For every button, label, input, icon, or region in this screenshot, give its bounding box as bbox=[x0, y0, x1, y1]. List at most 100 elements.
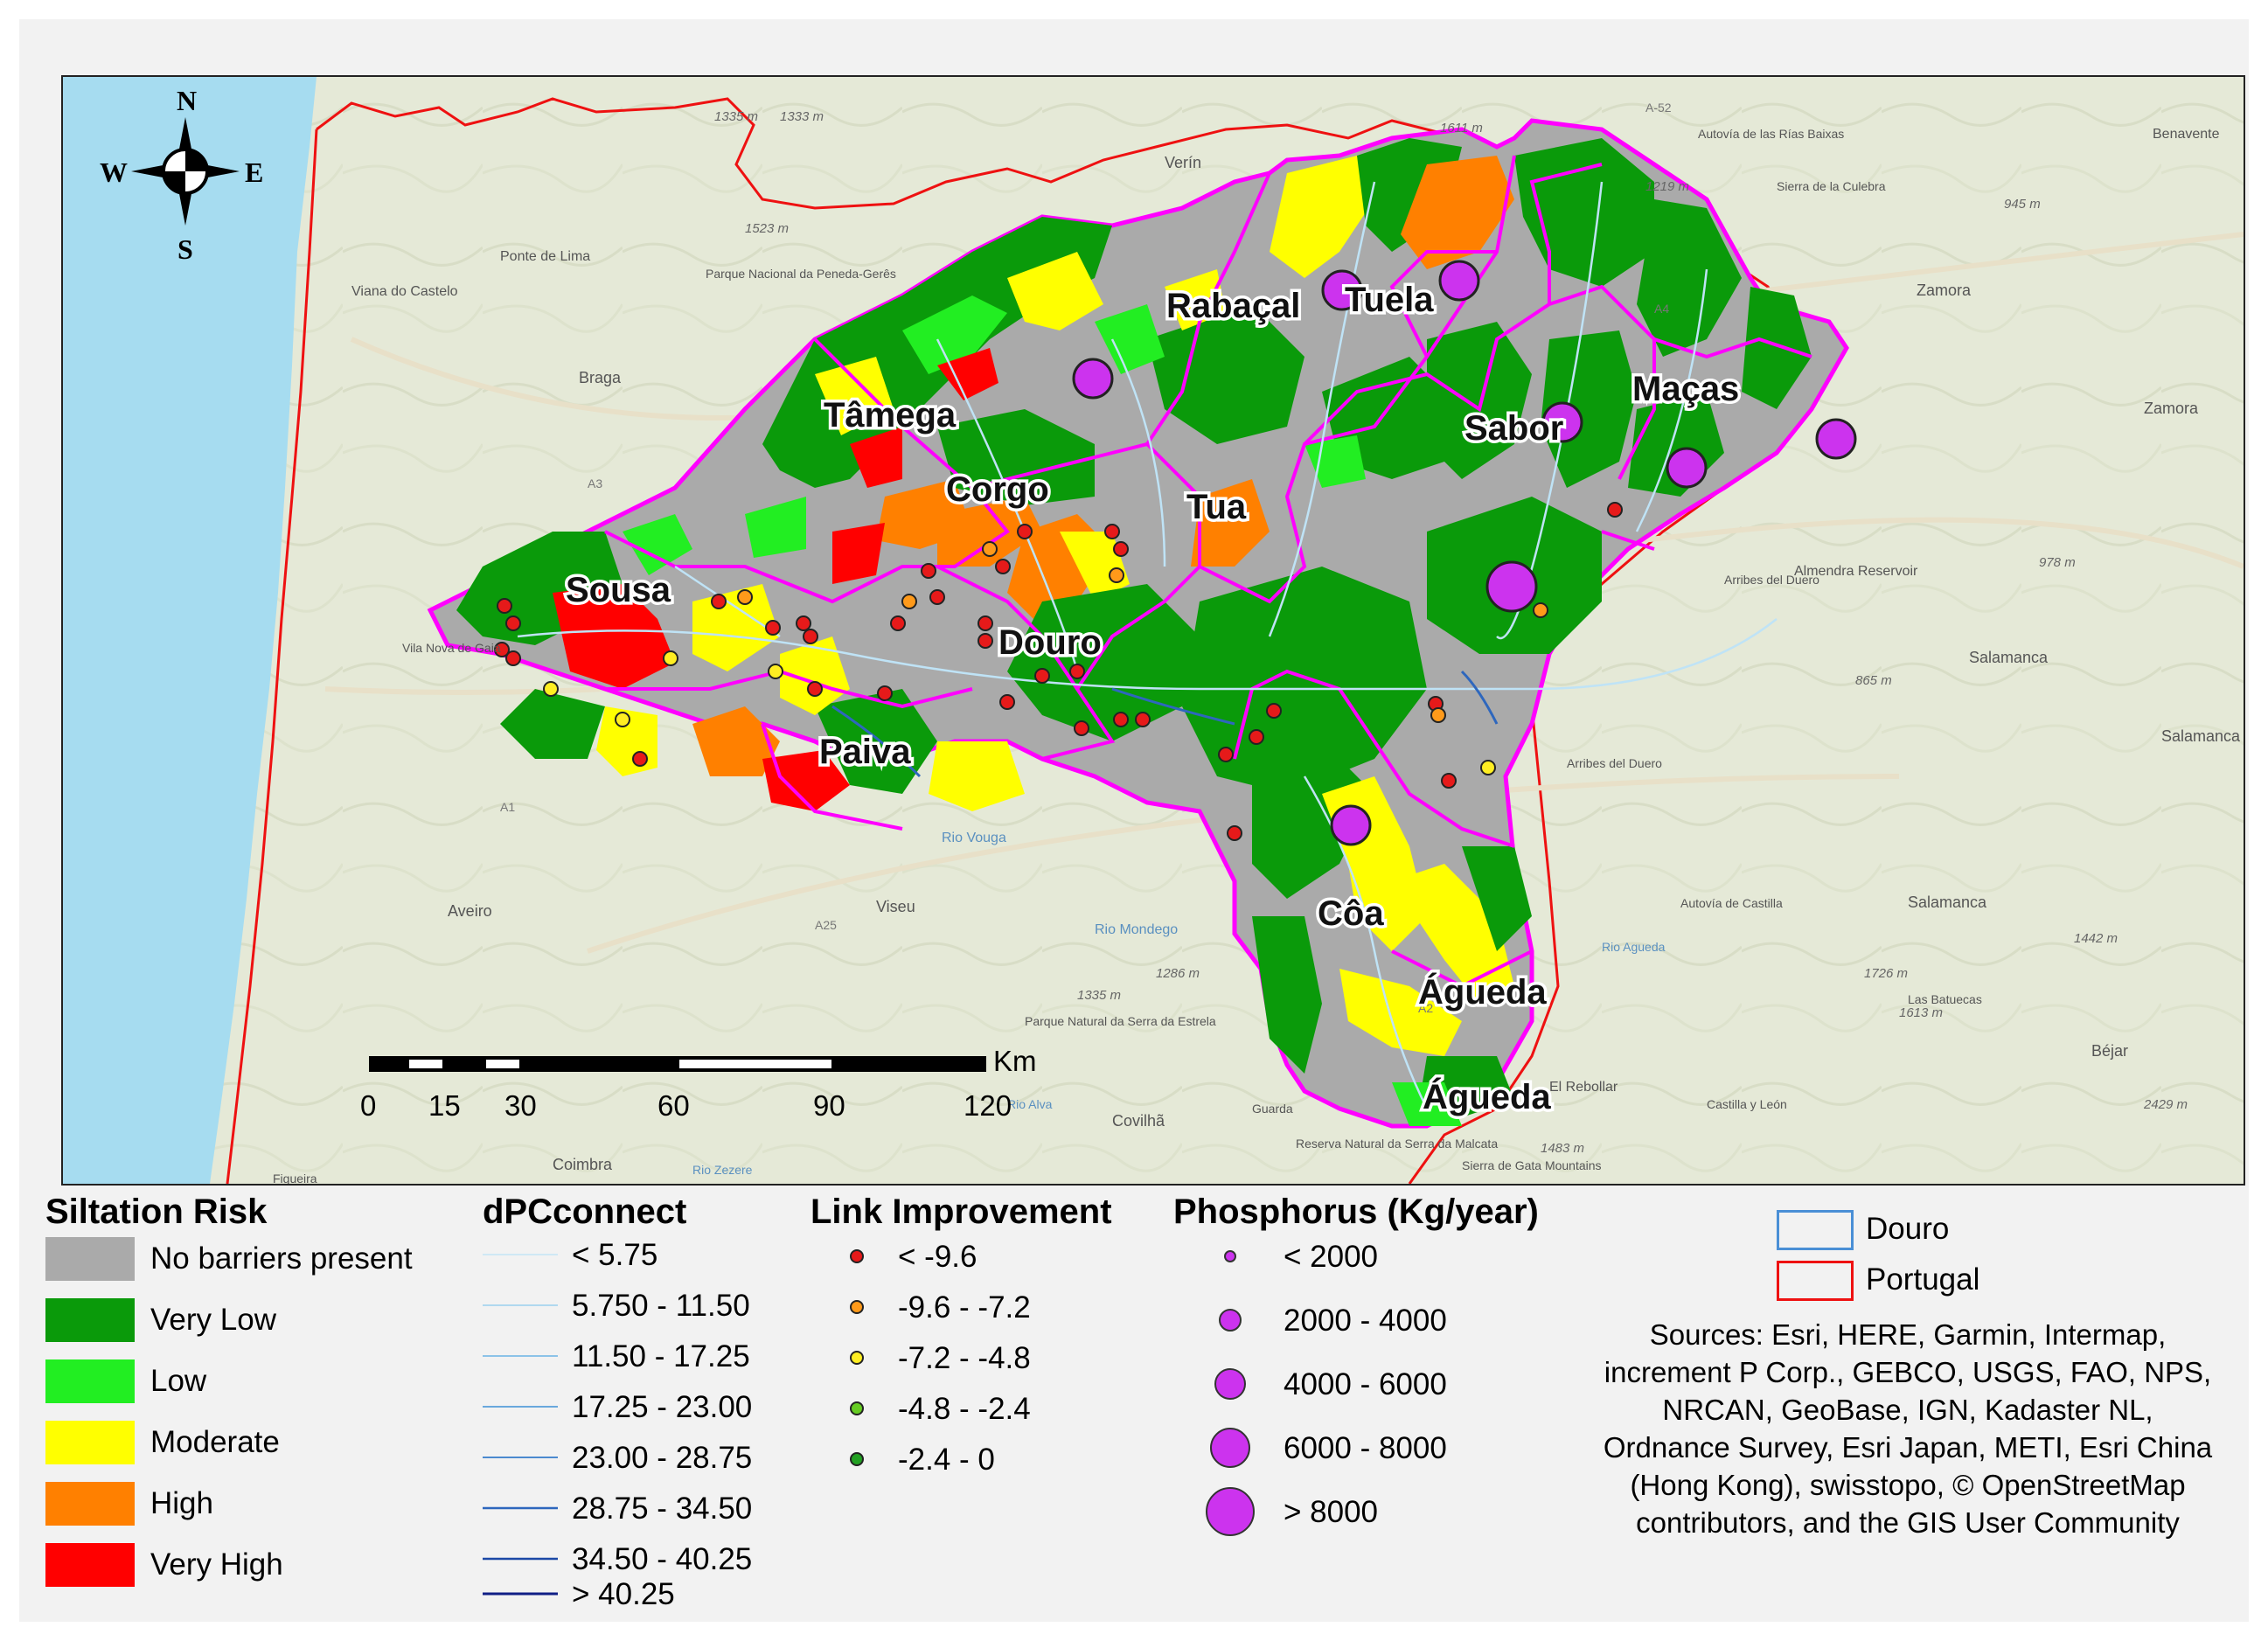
place-label: Braga bbox=[579, 369, 622, 386]
legend-label: < 2000 bbox=[1284, 1240, 1379, 1274]
link-point bbox=[1017, 524, 1033, 539]
scale-unit: Km bbox=[993, 1045, 1037, 1077]
elevation-label: 1219 m bbox=[1645, 179, 1689, 194]
link-point bbox=[765, 620, 781, 636]
place-label: Castilla y León bbox=[1707, 1097, 1787, 1111]
legend-label: High bbox=[150, 1486, 213, 1520]
link-point bbox=[1266, 703, 1282, 719]
place-label: Almendra Reservoir bbox=[1794, 564, 1918, 579]
legend-dpc-title: dPCconnect bbox=[483, 1193, 687, 1231]
legend-label: 2000 - 4000 bbox=[1284, 1304, 1447, 1338]
place-label: Autovía de las Rías Baixas bbox=[1698, 127, 1844, 141]
basin-label-rabacal: Rabaçal bbox=[1166, 287, 1300, 325]
link-point bbox=[543, 681, 559, 697]
figure: Verín Autovía de las Rías Baixas Benaven… bbox=[19, 19, 2249, 1622]
link-point bbox=[977, 633, 993, 649]
legend-label: Douro bbox=[1866, 1212, 1950, 1246]
elevation-label: 865 m bbox=[1855, 673, 1892, 688]
compass-s: S bbox=[177, 233, 193, 265]
link-point bbox=[768, 664, 783, 679]
place-label: Salamanca bbox=[2161, 727, 2241, 745]
link-point bbox=[494, 642, 510, 657]
place-label: Zamora bbox=[1917, 282, 1972, 299]
place-label: Arribes del Duero bbox=[1724, 573, 1819, 587]
link-point bbox=[1069, 664, 1085, 679]
place-label: Reserva Natural da Serra da Malcata bbox=[1296, 1137, 1498, 1151]
basin-label-tuela: Tuela bbox=[1345, 281, 1434, 319]
place-label: Arribes del Duero bbox=[1567, 756, 1662, 770]
phosphorus-circle-swatches bbox=[1206, 1250, 1255, 1536]
compass-w: W bbox=[100, 156, 128, 188]
link-improvement-points[interactable] bbox=[494, 423, 1623, 841]
compass-e: E bbox=[245, 156, 263, 188]
legend-label: 28.75 - 34.50 bbox=[572, 1492, 753, 1526]
phosphorus-marker bbox=[1330, 804, 1372, 846]
elevation-label: 1611 m bbox=[1440, 121, 1483, 136]
place-label: Sierra de Gata Mountains bbox=[1462, 1158, 1602, 1172]
link-point bbox=[901, 594, 917, 609]
scale-bar: Km 0 15 30 60 90 120 bbox=[360, 1045, 1037, 1122]
place-label: Zamora bbox=[2144, 400, 2199, 417]
phosphorus-markers[interactable] bbox=[1072, 260, 1857, 846]
elevation-label: 1335 m bbox=[714, 109, 758, 124]
legend-label: Moderate bbox=[150, 1425, 280, 1459]
phosphorus-marker bbox=[1072, 358, 1114, 400]
legend-label: 5.750 - 11.50 bbox=[572, 1289, 750, 1323]
elevation-label: 1335 m bbox=[1077, 988, 1121, 1003]
main-douro-channel bbox=[831, 670, 1499, 778]
link-point bbox=[632, 751, 648, 767]
legend-label: Low bbox=[150, 1364, 207, 1398]
phosphorus-marker bbox=[1438, 260, 1480, 302]
link-point bbox=[995, 559, 1011, 574]
basin-label-agueda-2: Águeda bbox=[1423, 1077, 1551, 1116]
sources-attribution: Sources: Esri, HERE, Garmin, Intermap, i… bbox=[1603, 1318, 2213, 1539]
swatch-moderate bbox=[45, 1421, 135, 1464]
link-point bbox=[890, 615, 906, 631]
elevation-label: 1613 m bbox=[1899, 1005, 1943, 1020]
basin-label-macas: Maças bbox=[1632, 370, 1739, 408]
compass-n: N bbox=[177, 85, 197, 116]
scale-tick: 0 bbox=[360, 1089, 376, 1122]
swatch-portugal-boundary bbox=[1777, 1261, 1854, 1301]
link-point bbox=[1227, 825, 1242, 841]
place-label: Viana do Castelo bbox=[351, 284, 458, 299]
basin-label-coa: Côa bbox=[1318, 894, 1384, 933]
swatch-no-barriers bbox=[45, 1237, 135, 1281]
road-label: A-52 bbox=[1645, 101, 1672, 115]
link-point bbox=[929, 589, 945, 605]
place-label: Rio Agueda bbox=[1602, 940, 1666, 954]
place-label: Salamanca bbox=[1969, 649, 2049, 666]
link-point bbox=[807, 681, 823, 697]
elevation-label: 1483 m bbox=[1541, 1141, 1584, 1156]
link-point bbox=[1113, 712, 1129, 727]
road-label: A3 bbox=[588, 476, 602, 490]
phosphorus-marker bbox=[1815, 418, 1857, 460]
link-point bbox=[1074, 720, 1089, 736]
link-point bbox=[1441, 773, 1457, 789]
map-frame[interactable]: Verín Autovía de las Rías Baixas Benaven… bbox=[61, 75, 2245, 1186]
link-point bbox=[796, 615, 811, 631]
link-point bbox=[1493, 423, 1509, 439]
map-canvas[interactable]: Verín Autovía de las Rías Baixas Benaven… bbox=[63, 77, 2244, 1184]
swatch-very-high bbox=[45, 1543, 135, 1587]
link-point bbox=[1533, 602, 1548, 618]
swatch-high bbox=[45, 1482, 135, 1526]
douro-basin[interactable] bbox=[427, 118, 1849, 1129]
place-labels: Verín Autovía de las Rías Baixas Benaven… bbox=[273, 127, 2241, 1184]
swatch-very-low bbox=[45, 1298, 135, 1342]
link-point bbox=[999, 694, 1015, 710]
scale-tick: 120 bbox=[964, 1089, 1012, 1122]
basin-label-sabor: Sabor bbox=[1464, 409, 1563, 448]
legend-label: < 5.75 bbox=[572, 1238, 658, 1272]
link-point bbox=[1480, 760, 1496, 775]
road-label: A1 bbox=[500, 800, 515, 814]
basin-label-agueda-1: Águeda bbox=[1418, 972, 1547, 1012]
basin-label-tamega: Tâmega bbox=[824, 396, 957, 435]
legend-label: -9.6 - -7.2 bbox=[898, 1290, 1031, 1325]
north-arrow-icon: N S E W bbox=[100, 85, 263, 265]
road-label: A4 bbox=[1654, 302, 1669, 316]
elevation-label: 945 m bbox=[2004, 197, 2041, 212]
legend-label: -4.8 - -2.4 bbox=[898, 1392, 1031, 1426]
link-point bbox=[711, 594, 727, 609]
link-point bbox=[1218, 747, 1234, 762]
